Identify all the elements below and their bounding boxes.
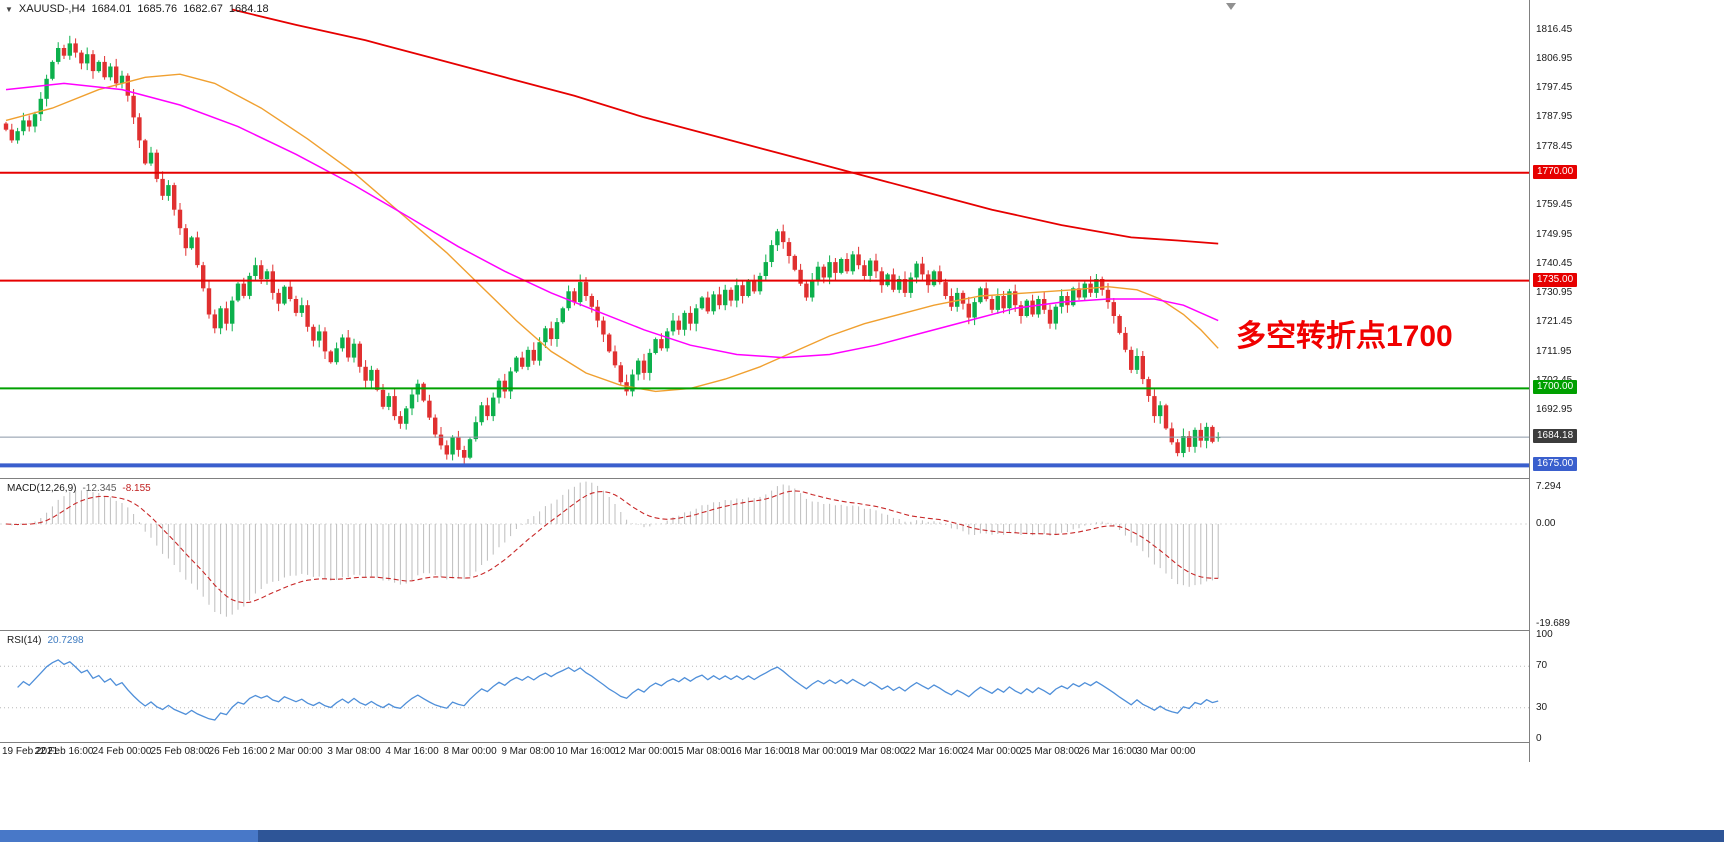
rsi-indicator-label: RSI(14) 20.7298 [7,635,84,646]
price-axis[interactable]: 1816.45 1806.95 1797.45 1787.95 1778.45 1759.… [1529,0,1724,762]
macd-histogram [11,481,1219,617]
chart-shift-marker-icon [1226,3,1236,10]
chart-expander-icon[interactable]: ▼ [5,4,13,14]
macd-axis-label: 7.294 [1536,481,1562,492]
price-axis-label: 1721.45 [1536,316,1573,328]
chart-annotation-text[interactable]: 多空转折点1700 [1236,320,1453,353]
time-axis-label: 16 Mar 16:00 [730,746,790,757]
time-axis-label: 3 Mar 08:00 [327,746,381,757]
rsi-name: RSI(14) [7,635,42,646]
ohlc-close-value: 1684.18 [228,3,269,15]
rsi-line [17,659,1219,721]
pane-separator[interactable] [0,478,1724,479]
ohlc-low-value: 1682.67 [183,3,223,15]
symbol-timeframe-label: XAUUSD-,H4 [18,3,86,15]
rsi-current-value: 20.7298 [47,635,84,646]
time-axis-label: 26 Feb 16:00 [208,746,268,757]
ohlc-high-value: 1685.76 [137,3,178,15]
time-axis-label: 4 Mar 16:00 [385,746,439,757]
time-axis-label: 19 Feb 2021 [2,746,59,757]
time-axis-label: 9 Mar 08:00 [501,746,555,757]
bottom-taskbar-left-segment [0,830,258,842]
macd-indicator-chart[interactable] [0,479,1529,630]
time-axis-label: 25 Feb 08:00 [150,746,210,757]
macd-name: MACD(12,26,9) [7,483,77,494]
rsi-axis-label: 0 [1536,733,1542,744]
macd-axis-label: -19.689 [1536,617,1570,629]
macd-signal-line [5,490,1219,604]
rsi-pane: RSI(14) 20.7298 [0,631,1529,742]
rsi-indicator-chart[interactable] [0,631,1529,742]
time-axis-label: 8 Mar 00:00 [443,746,497,757]
ohlc-open-value: 1684.01 [91,3,132,15]
price-axis-label: 1778.45 [1536,140,1573,152]
price-chart[interactable] [0,0,1529,478]
price-line-label: 1675.00 [1533,457,1578,472]
rsi-axis-label: 30 [1536,701,1548,713]
macd-signal-value: -8.155 [122,483,151,494]
price-axis-label: 1797.45 [1536,82,1573,94]
bottom-taskbar-strip [0,830,1724,842]
ma-slow-red [231,8,1219,245]
price-axis-label: 1702.45 [1536,375,1572,386]
time-axis-label: 30 Mar 00:00 [1136,746,1196,757]
time-axis-label: 24 Feb 00:00 [92,746,152,757]
price-line-label: 1735.00 [1533,272,1578,287]
time-axis-label: 10 Mar 16:00 [556,746,616,757]
rsi-axis-label: 70 [1536,660,1548,672]
price-axis-label: 1787.95 [1536,111,1573,123]
rsi-axis-label: 100 [1536,629,1553,640]
macd-indicator-label: MACD(12,26,9) -12.345 -8.155 [7,483,151,494]
time-axis-label: 25 Mar 08:00 [1020,746,1080,757]
time-axis-label: 26 Mar 16:00 [1078,746,1138,757]
time-axis-label: 24 Mar 00:00 [962,746,1022,757]
price-line-label: 1700.00 [1533,380,1578,395]
time-axis-label: 12 Mar 00:00 [614,746,674,757]
price-line-label: 1770.00 [1533,164,1578,179]
time-axis-label: 22 Mar 16:00 [904,746,964,757]
price-axis-label: 1749.95 [1536,228,1573,240]
bottom-whitespace [0,762,1724,830]
time-axis-label: 2 Mar 00:00 [269,746,323,757]
ma-mid-magenta [5,82,1219,359]
price-axis-label: 1692.95 [1536,404,1573,416]
macd-axis-label: 0.00 [1536,518,1556,529]
candles-group [3,35,1221,466]
time-axis-label: 19 Mar 08:00 [846,746,906,757]
pane-separator[interactable] [0,630,1724,631]
price-axis-label: 1816.45 [1536,23,1573,35]
price-axis-label: 1711.95 [1536,345,1572,357]
time-axis-label: 22 Feb 16:00 [34,746,94,757]
pane-separator[interactable] [0,742,1724,743]
macd-pane: MACD(12,26,9) -12.345 -8.155 [0,479,1529,630]
ma-fast-orange [5,73,1219,393]
time-axis-label: 15 Mar 08:00 [672,746,732,757]
price-line-label: 1684.18 [1533,429,1578,444]
price-axis-label: 1759.45 [1536,199,1573,211]
time-axis[interactable]: 19 Feb 2021 22 Feb 16:00 24 Feb 00:00 25 Fe… [0,743,1529,762]
symbol-header: ▼ XAUUSD-,H4 1684.01 1685.76 1682.67 168… [5,3,269,15]
time-axis-label: 18 Mar 00:00 [788,746,848,757]
price-axis-label: 1806.95 [1536,52,1573,64]
price-axis-label: 1740.45 [1536,257,1573,269]
price-axis-label: 1730.95 [1536,287,1573,299]
price-pane: ▼ XAUUSD-,H4 1684.01 1685.76 1682.67 168… [0,0,1529,478]
macd-main-value: -12.345 [82,483,117,494]
